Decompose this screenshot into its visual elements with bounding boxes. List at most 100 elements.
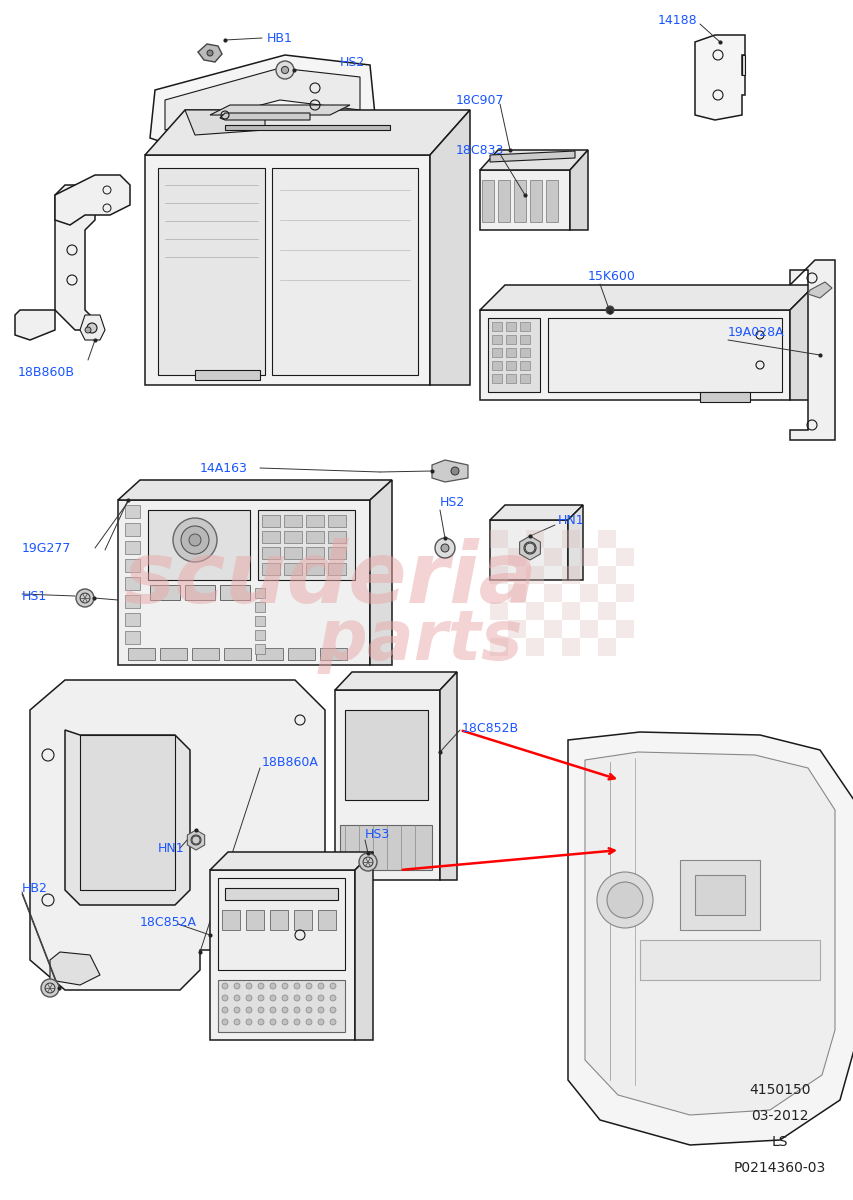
Circle shape <box>317 1007 323 1013</box>
Polygon shape <box>210 870 355 1040</box>
Bar <box>597 602 615 620</box>
Polygon shape <box>699 392 749 402</box>
Circle shape <box>222 1007 228 1013</box>
Polygon shape <box>519 348 530 358</box>
Polygon shape <box>514 180 525 222</box>
Polygon shape <box>519 374 530 383</box>
Polygon shape <box>317 910 335 930</box>
Text: parts: parts <box>316 606 522 673</box>
Circle shape <box>606 882 642 918</box>
Polygon shape <box>567 505 583 580</box>
Bar <box>508 548 525 566</box>
Polygon shape <box>487 318 539 392</box>
Polygon shape <box>345 710 427 800</box>
Polygon shape <box>165 68 360 130</box>
Circle shape <box>234 1019 240 1025</box>
Polygon shape <box>150 55 374 143</box>
Text: 19G277: 19G277 <box>22 541 72 554</box>
Polygon shape <box>328 547 345 559</box>
Polygon shape <box>479 170 569 230</box>
Bar <box>561 638 579 656</box>
Polygon shape <box>479 310 789 400</box>
Polygon shape <box>218 980 345 1032</box>
Polygon shape <box>255 630 264 640</box>
Polygon shape <box>224 125 390 130</box>
Bar <box>597 530 615 548</box>
Circle shape <box>358 853 376 871</box>
Polygon shape <box>220 584 250 600</box>
Circle shape <box>606 306 613 314</box>
Circle shape <box>258 983 264 989</box>
Polygon shape <box>187 830 205 850</box>
Text: 18C852A: 18C852A <box>140 916 197 929</box>
Polygon shape <box>258 510 355 580</box>
Polygon shape <box>339 826 432 870</box>
Text: 18C852B: 18C852B <box>461 721 519 734</box>
Circle shape <box>329 983 335 989</box>
Text: 18C907: 18C907 <box>456 94 504 107</box>
Polygon shape <box>807 282 831 298</box>
Circle shape <box>281 1007 287 1013</box>
Circle shape <box>270 983 276 989</box>
Circle shape <box>246 995 252 1001</box>
Circle shape <box>270 995 276 1001</box>
Polygon shape <box>65 730 189 905</box>
Circle shape <box>222 1019 228 1025</box>
Polygon shape <box>158 168 264 374</box>
Circle shape <box>440 544 449 552</box>
Polygon shape <box>491 348 502 358</box>
Polygon shape <box>118 480 392 500</box>
Circle shape <box>234 983 240 989</box>
Bar <box>579 584 597 602</box>
Bar <box>525 638 543 656</box>
Bar <box>597 566 615 584</box>
Polygon shape <box>210 852 373 870</box>
Bar <box>579 548 597 566</box>
Polygon shape <box>789 284 814 400</box>
Circle shape <box>305 995 311 1001</box>
Polygon shape <box>125 541 140 554</box>
Polygon shape <box>284 530 302 542</box>
Polygon shape <box>430 110 469 385</box>
Polygon shape <box>160 648 187 660</box>
Polygon shape <box>145 155 430 385</box>
Circle shape <box>222 995 228 1001</box>
Polygon shape <box>255 602 264 612</box>
Text: LS: LS <box>771 1135 787 1150</box>
Bar <box>597 638 615 656</box>
Polygon shape <box>224 888 338 900</box>
Text: HS1: HS1 <box>22 589 47 602</box>
Circle shape <box>85 326 91 332</box>
Polygon shape <box>15 310 55 340</box>
Circle shape <box>258 995 264 1001</box>
Polygon shape <box>210 104 350 115</box>
Polygon shape <box>272 168 417 374</box>
Polygon shape <box>125 577 140 590</box>
Bar <box>490 638 508 656</box>
Polygon shape <box>506 335 515 344</box>
Polygon shape <box>118 500 369 665</box>
Polygon shape <box>567 732 853 1145</box>
Bar <box>579 620 597 638</box>
Bar <box>490 530 508 548</box>
Polygon shape <box>125 559 140 572</box>
Circle shape <box>258 1019 264 1025</box>
Polygon shape <box>584 752 834 1115</box>
Circle shape <box>281 1019 287 1025</box>
Circle shape <box>270 1019 276 1025</box>
Polygon shape <box>439 672 456 880</box>
Polygon shape <box>639 940 819 980</box>
Polygon shape <box>328 530 345 542</box>
Circle shape <box>305 1019 311 1025</box>
Polygon shape <box>125 631 140 644</box>
Circle shape <box>281 995 287 1001</box>
Polygon shape <box>519 361 530 370</box>
Text: 19A028A: 19A028A <box>727 325 784 338</box>
Polygon shape <box>270 910 287 930</box>
Polygon shape <box>479 150 588 170</box>
Polygon shape <box>519 536 540 560</box>
Circle shape <box>234 1007 240 1013</box>
Circle shape <box>189 534 200 546</box>
Polygon shape <box>334 672 456 690</box>
Bar <box>525 530 543 548</box>
